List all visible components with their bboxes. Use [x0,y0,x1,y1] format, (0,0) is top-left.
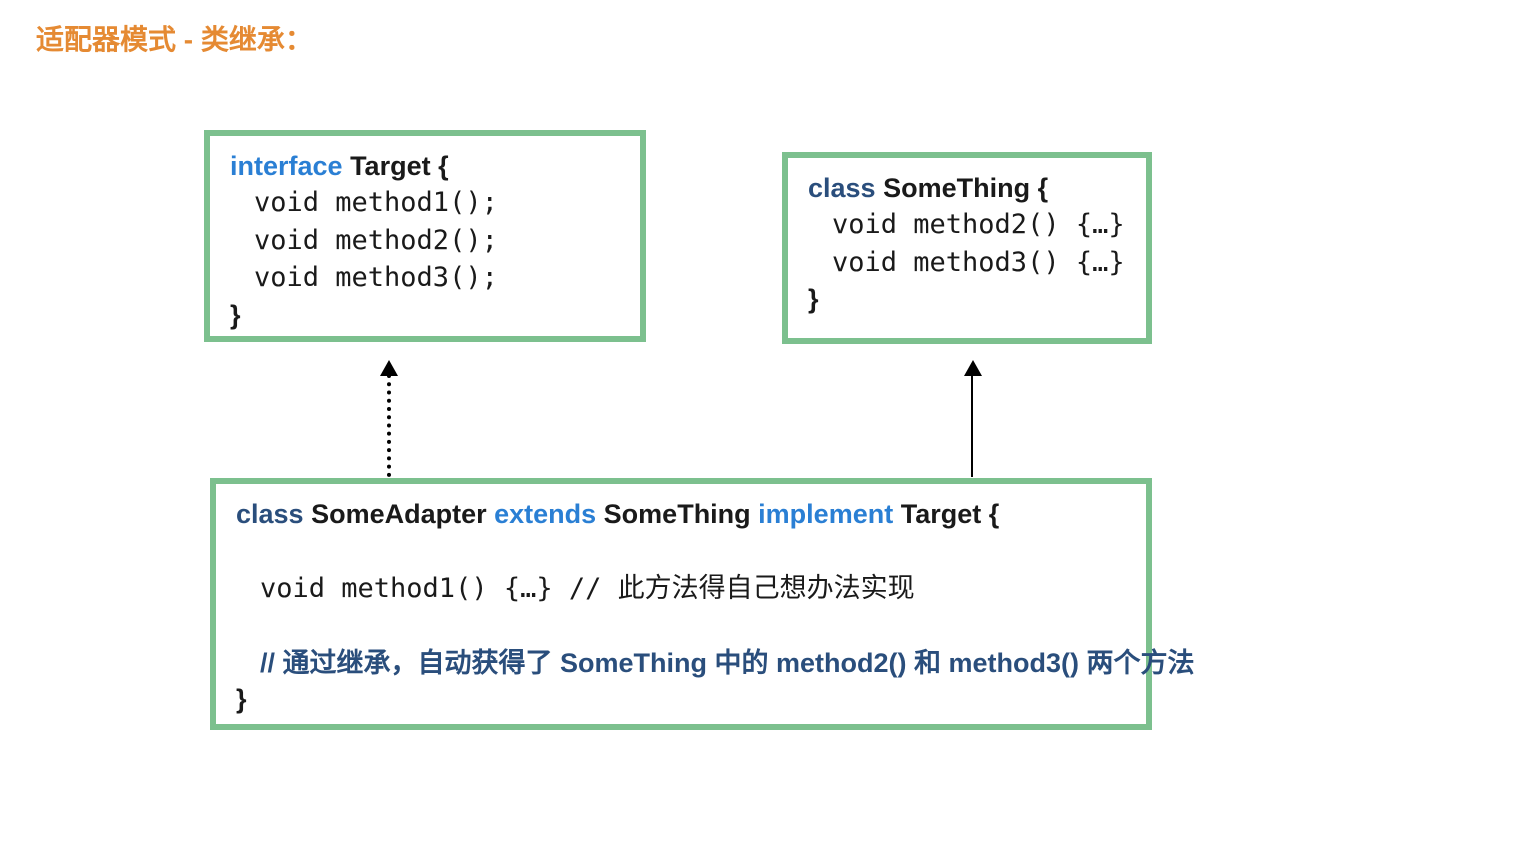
code-token: // 通过继承，自动获得了 SomeThing 中的 method2() 和 m… [260,648,1195,678]
code-token: interface [230,151,350,181]
code-line: void method3() {…} [808,244,1126,281]
code-line: void method1() {…} // 此方法得自己想办法实现 [236,570,1126,607]
code-line: } [236,681,1126,717]
code-token [236,610,252,641]
code-token: implement [758,499,901,529]
adapter-class-box: class SomeAdapter extends SomeThing impl… [210,478,1152,730]
code-token: void method2() {…} [832,209,1125,240]
code-line: void method1(); [230,184,620,221]
code-line [236,607,1126,644]
code-token: void method1(); [254,187,498,218]
diagram-title: 适配器模式 - 类继承： [36,18,313,58]
extends-arrow [971,374,973,477]
code-token: void method1() {…} [260,573,569,604]
code-token: class [236,499,311,529]
implements-arrow [387,374,391,477]
code-token: void method3(); [254,262,498,293]
code-line: interface Target { [230,148,620,184]
code-line: class SomeAdapter extends SomeThing impl… [236,496,1126,532]
target-interface-box: interface Target {void method1();void me… [204,130,646,342]
code-line: void method2() {…} [808,206,1126,243]
code-token: } [230,300,241,330]
code-token: SomeThing [604,499,759,529]
code-token: SomeThing { [883,173,1048,203]
code-line: void method3(); [230,259,620,296]
code-token: } [236,684,247,714]
code-token: void method2(); [254,225,498,256]
code-line: class SomeThing { [808,170,1126,206]
extends-arrow-head [964,360,982,376]
code-token: Target { [901,499,1000,529]
code-token: void method3() {…} [832,247,1125,278]
code-token: extends [494,499,604,529]
code-token: // 此方法得自己想办法实现 [569,573,915,604]
code-line: void method2(); [230,222,620,259]
code-token: Target { [350,151,449,181]
code-line: } [230,297,620,333]
implements-arrow-head [380,360,398,376]
code-line [236,532,1126,569]
code-line: } [808,281,1126,317]
code-token: class [808,173,883,203]
code-token: } [808,284,819,314]
code-line: // 通过继承，自动获得了 SomeThing 中的 method2() 和 m… [236,645,1126,681]
code-token [236,535,252,566]
code-token: SomeAdapter [311,499,494,529]
something-class-box: class SomeThing {void method2() {…}void … [782,152,1152,344]
